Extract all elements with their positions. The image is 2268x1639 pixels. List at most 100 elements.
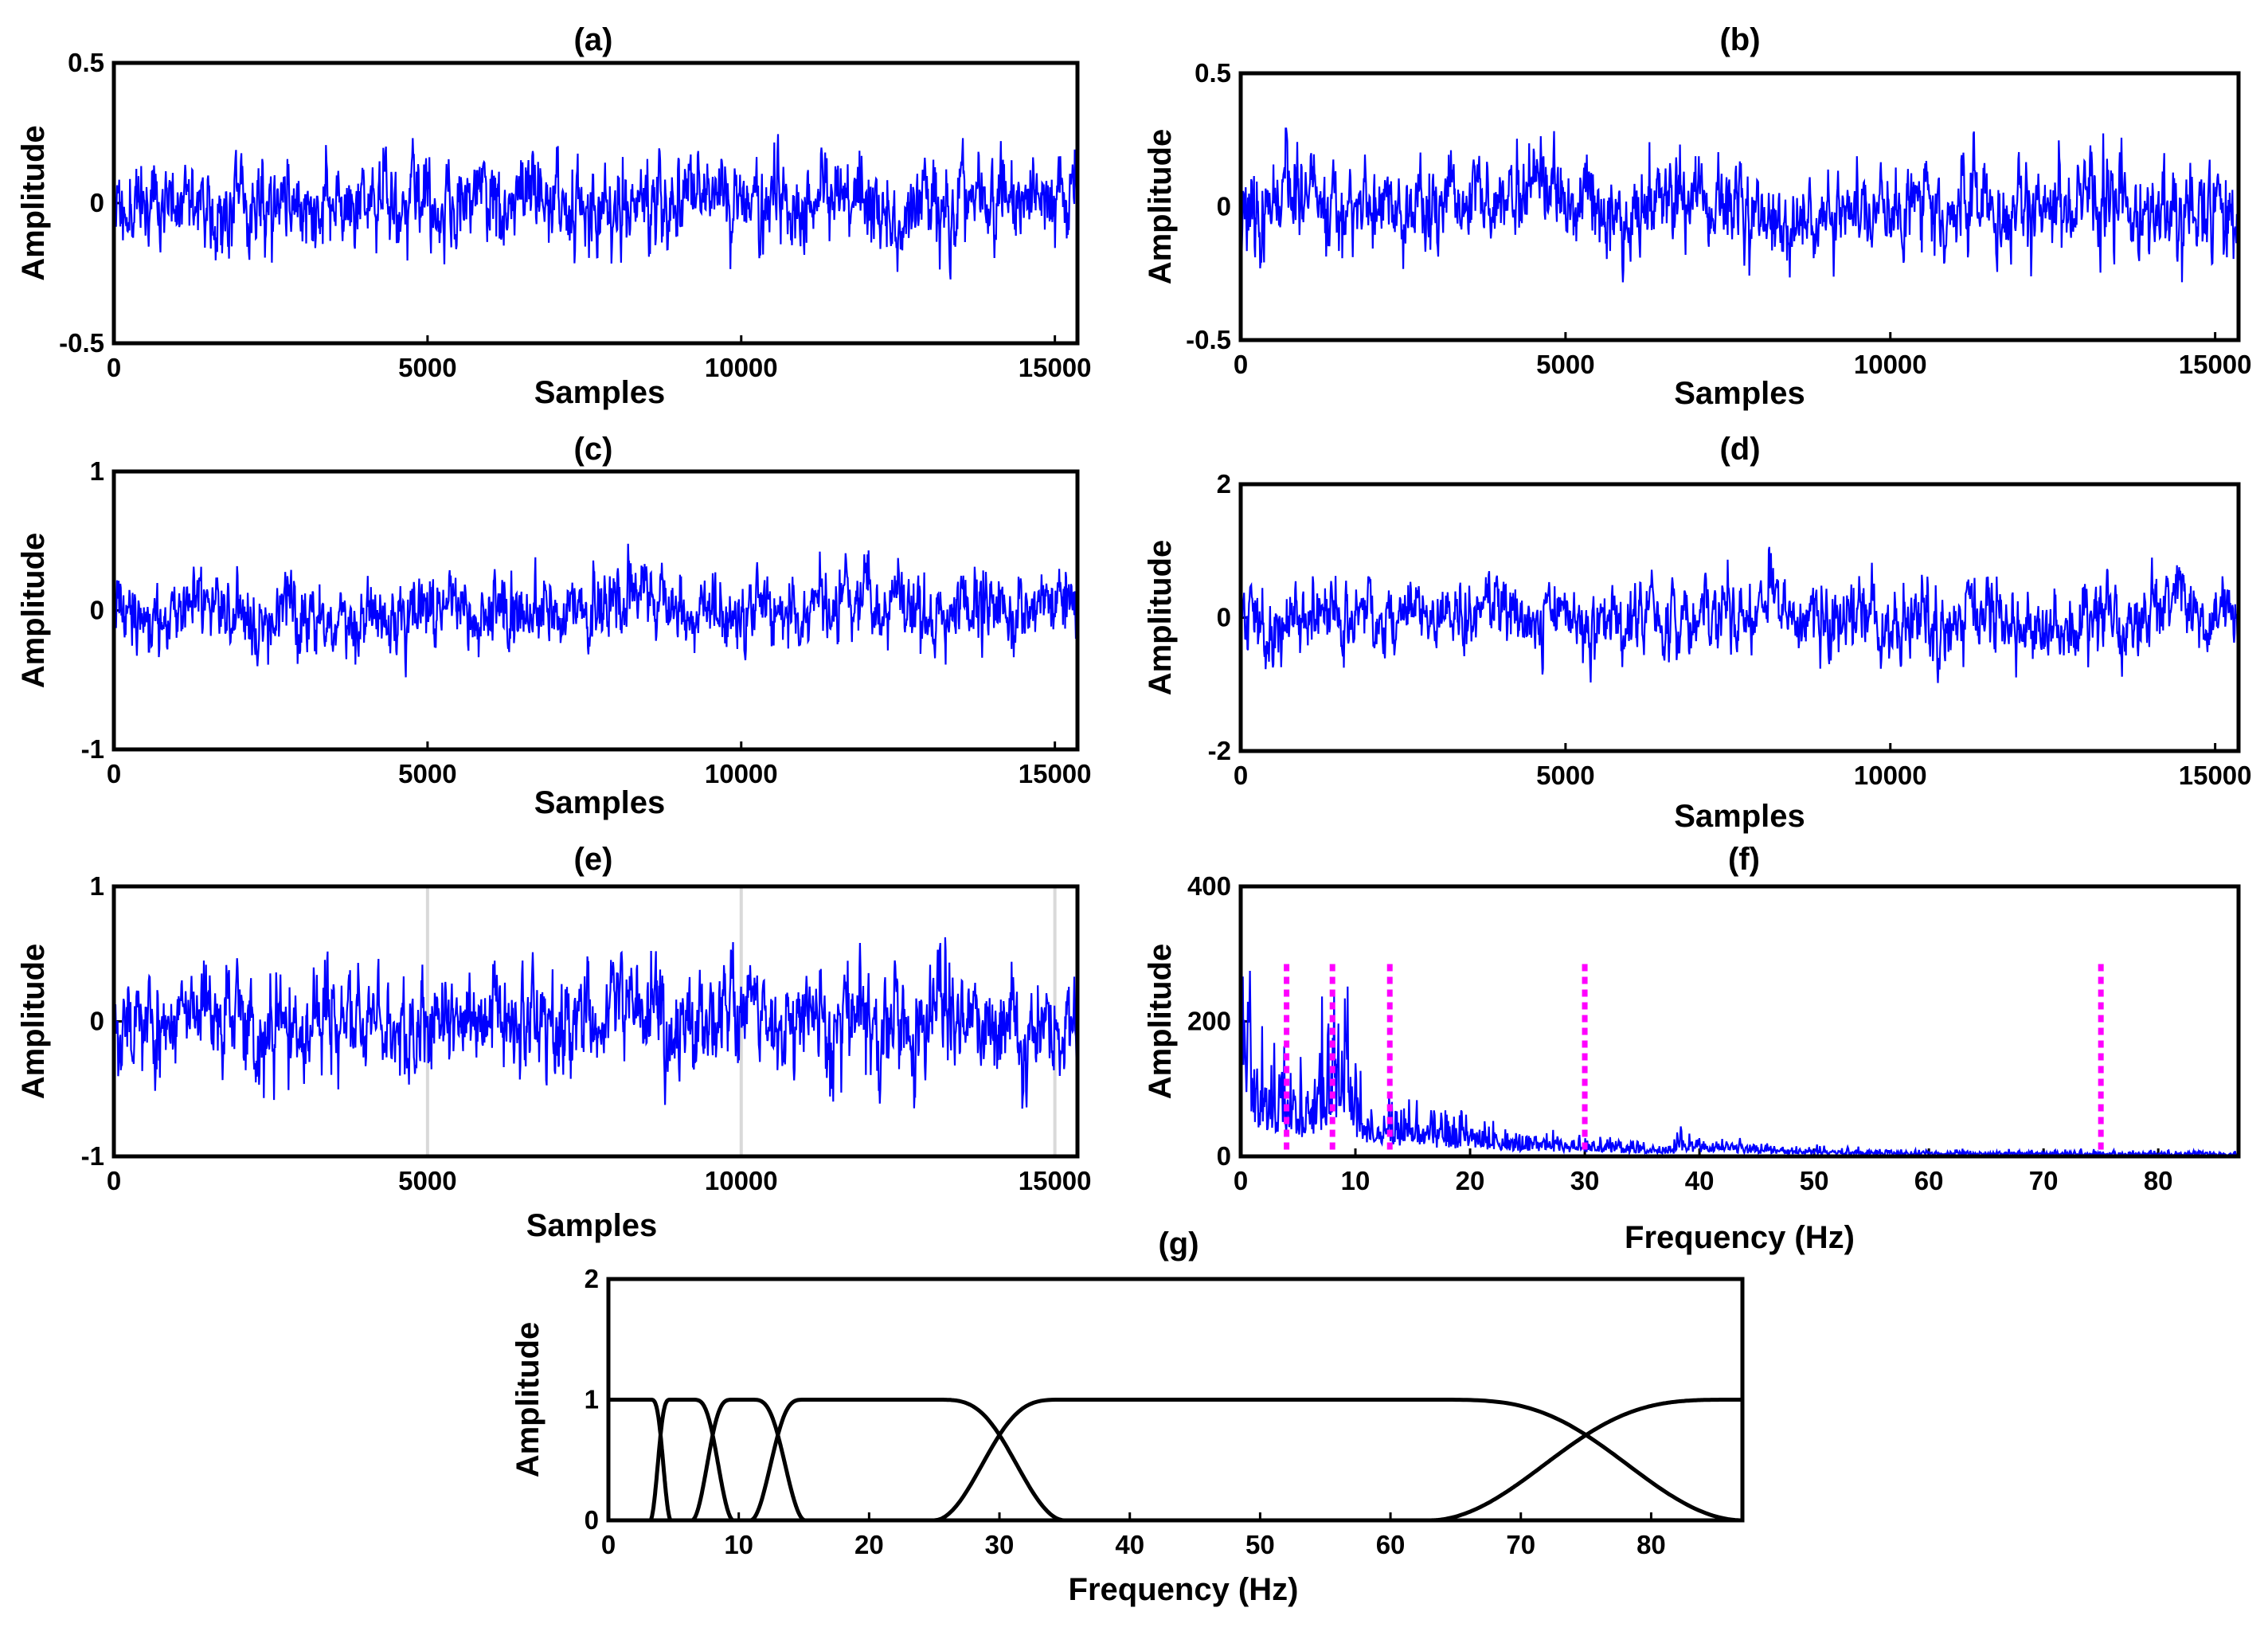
signal-line xyxy=(112,543,1079,678)
x-tick-label: 60 xyxy=(1376,1530,1406,1559)
plot-frame xyxy=(111,61,1080,346)
x-tick-label: 15000 xyxy=(1019,353,1092,382)
plot-frame xyxy=(111,884,1080,1159)
y-tick-label: -1 xyxy=(81,734,104,764)
panel-a-title: (a) xyxy=(574,22,613,57)
x-tick-label: 5000 xyxy=(1536,350,1594,379)
x-tick-label: 0 xyxy=(1234,350,1248,379)
x-tick-label: 5000 xyxy=(398,1166,456,1195)
x-tick-label: 20 xyxy=(854,1530,884,1559)
x-axis-label: Samples xyxy=(534,785,666,820)
x-tick-label: 0 xyxy=(107,353,121,382)
y-tick-label: 0 xyxy=(1217,1141,1231,1171)
spectrum-line xyxy=(1239,970,2239,1159)
y-tick-label: 0 xyxy=(90,188,104,217)
x-tick-label: 50 xyxy=(1800,1166,1829,1195)
x-tick-label: 0 xyxy=(601,1530,616,1559)
panel-c-title: (c) xyxy=(574,432,613,467)
plot-frame xyxy=(606,1277,1745,1523)
x-tick-label: 0 xyxy=(1234,761,1248,790)
panel-b: (b) -0.500.50 5000 10000 15000SamplesAmplit… xyxy=(1143,22,2252,411)
plot-frame xyxy=(1238,482,2241,753)
x-tick-label: 5000 xyxy=(1536,761,1594,790)
plot-frame xyxy=(1238,884,2241,1159)
y-axis-label: Amplitude xyxy=(16,533,51,689)
y-axis-label: Amplitude xyxy=(16,944,51,1100)
panel-f: (f) 0 200 400 0 10 20 30 40 50 60 70 80 Frequency (H… xyxy=(1143,842,2241,1255)
x-tick-label: 10 xyxy=(1341,1166,1371,1195)
y-axis-label: Amplitude xyxy=(16,125,51,281)
panel-a: (a) -0.500.50 5000 10000 15000SamplesAmplit… xyxy=(16,22,1092,410)
y-tick-label: 0.5 xyxy=(1195,58,1231,88)
x-tick-label: 15000 xyxy=(1019,759,1092,788)
panel-f-plot: 0 200 400 0 10 20 30 40 50 60 70 80 Frequency (Hz) Am… xyxy=(1143,871,2241,1255)
y-tick-label: 2 xyxy=(1217,469,1231,499)
x-tick-label: 5000 xyxy=(398,759,456,788)
filter-curve xyxy=(1429,1398,1742,1523)
filter-curve xyxy=(648,1398,734,1523)
y-tick-label: -2 xyxy=(1208,736,1231,765)
panel-f-title: (f) xyxy=(1728,842,1760,877)
signal-line xyxy=(112,134,1079,280)
filter-curve xyxy=(933,1398,1743,1523)
x-tick-label: 10000 xyxy=(705,1166,778,1195)
y-tick-label: 1 xyxy=(90,871,104,901)
x-tick-label: 10000 xyxy=(1854,350,1927,379)
x-tick-label: 20 xyxy=(1456,1166,1485,1195)
x-tick-label: 10000 xyxy=(705,353,778,382)
y-tick-label: -0.5 xyxy=(59,328,104,358)
x-tick-label: 10 xyxy=(724,1530,753,1559)
x-tick-label: 5000 xyxy=(398,353,456,382)
x-tick-label: 0 xyxy=(1234,1166,1248,1195)
filter-curve xyxy=(691,1398,806,1523)
y-axis-label: Amplitude xyxy=(1143,540,1178,696)
panel-b-title: (b) xyxy=(1719,22,1760,57)
y-tick-label: 0 xyxy=(1217,192,1231,221)
y-tick-label: 0 xyxy=(585,1505,599,1535)
y-tick-label: -0.5 xyxy=(1186,325,1231,354)
y-tick-label: 0 xyxy=(90,1007,104,1036)
filter-curve xyxy=(749,1398,1066,1523)
y-tick-label: 200 xyxy=(1187,1007,1231,1036)
x-tick-label: 30 xyxy=(1570,1166,1600,1195)
y-tick-label: 1 xyxy=(585,1385,599,1414)
y-tick-label: 400 xyxy=(1187,871,1231,901)
x-tick-label: 15000 xyxy=(2179,761,2252,790)
x-tick-label: 10000 xyxy=(1854,761,1927,790)
x-axis-label: Samples xyxy=(1674,799,1805,834)
x-tick-label: 80 xyxy=(2144,1166,2173,1195)
y-axis-label: Amplitude xyxy=(510,1322,545,1478)
y-tick-label: 1 xyxy=(90,456,104,486)
signal-line xyxy=(112,937,1079,1109)
y-tick-label: -1 xyxy=(81,1141,104,1171)
signal-line xyxy=(1239,546,2240,683)
signal-line xyxy=(1239,127,2240,283)
x-axis-label: Samples xyxy=(526,1208,658,1243)
x-tick-label: 40 xyxy=(1685,1166,1715,1195)
x-axis-label: Samples xyxy=(1674,376,1805,411)
x-axis-label: Frequency (Hz) xyxy=(1625,1220,1855,1255)
x-tick-label: 0 xyxy=(107,759,121,788)
y-tick-label: 0 xyxy=(1217,603,1231,632)
plot-frame xyxy=(1238,71,2241,342)
x-axis-label: Samples xyxy=(534,375,666,410)
y-tick-label: 0.5 xyxy=(68,48,104,77)
x-tick-label: 15000 xyxy=(1019,1166,1092,1195)
x-tick-label: 80 xyxy=(1636,1530,1666,1559)
x-tick-label: 70 xyxy=(2029,1166,2059,1195)
y-tick-label: 2 xyxy=(585,1264,599,1293)
x-tick-label: 15000 xyxy=(2179,350,2252,379)
y-tick-label: 0 xyxy=(90,596,104,625)
panel-g-title: (g) xyxy=(1158,1226,1199,1262)
x-axis-label: Frequency (Hz) xyxy=(1069,1572,1299,1607)
x-tick-label: 50 xyxy=(1245,1530,1275,1559)
